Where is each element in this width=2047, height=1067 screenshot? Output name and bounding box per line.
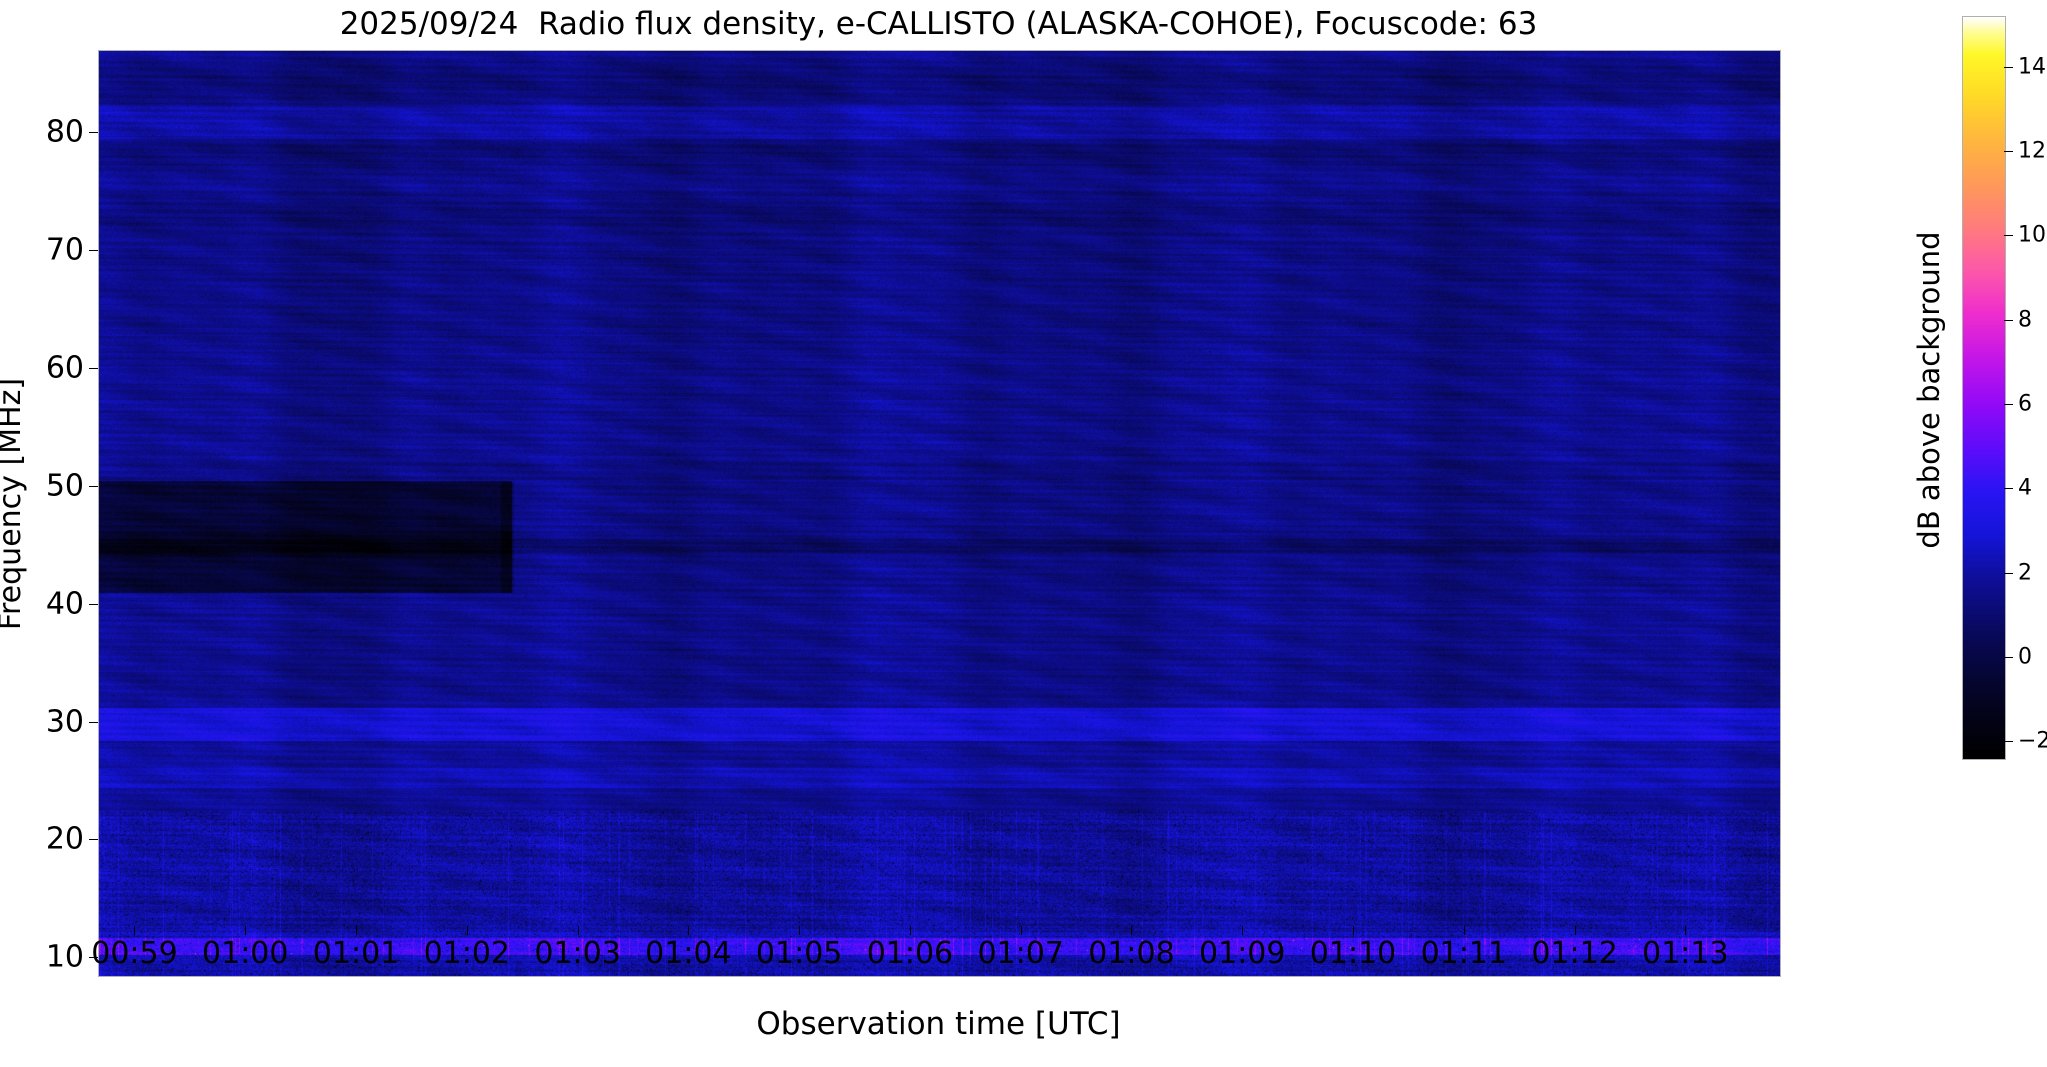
colorbar-tick-mark (2004, 150, 2013, 152)
x-tick-mark (1020, 926, 1022, 935)
y-tick-label: 70 (45, 232, 84, 268)
x-tick-mark (799, 926, 801, 935)
y-tick-label: 60 (45, 350, 84, 386)
x-tick-mark (1242, 926, 1244, 935)
x-tick-label: 01:07 (977, 936, 1064, 971)
x-tick-mark (1131, 926, 1133, 935)
x-tick-mark (466, 926, 468, 935)
colorbar-tick-mark (2004, 572, 2013, 574)
x-tick-label: 00:59 (91, 936, 178, 971)
page-title: 2025/09/24 Radio flux density, e-CALLIST… (339, 6, 1538, 42)
y-tick-mark (89, 839, 98, 841)
x-tick-label: 01:02 (423, 936, 511, 971)
colorbar-tick-mark (2004, 66, 2013, 68)
colorbar-tick-label: 0 (2018, 644, 2032, 670)
colorbar-tick-label: 6 (2018, 391, 2032, 417)
x-tick-label: 01:10 (1309, 936, 1397, 971)
x-tick-label: 01:13 (1642, 936, 1729, 971)
colorbar-tick-mark (2004, 741, 2013, 743)
x-tick-label: 01:05 (755, 936, 843, 971)
x-tick-mark (356, 926, 358, 935)
colorbar-tick-mark (2004, 488, 2013, 490)
x-tick-mark (245, 926, 247, 935)
y-tick-label: 50 (45, 468, 84, 504)
y-tick-mark (89, 721, 98, 723)
colorbar-tick-label: 10 (2018, 222, 2046, 248)
y-tick-label: 10 (45, 939, 84, 975)
x-tick-mark (1574, 926, 1576, 935)
x-tick-mark (1353, 926, 1355, 935)
colorbar-label: dB above background (1912, 231, 1946, 549)
y-tick-label: 80 (45, 114, 84, 150)
x-tick-mark (1685, 926, 1687, 935)
y-tick-mark (89, 957, 98, 959)
x-tick-label: 01:03 (534, 936, 621, 971)
x-tick-label: 01:11 (1420, 936, 1508, 971)
spectrogram-axes[interactable] (98, 50, 1781, 977)
x-tick-label: 01:09 (1199, 936, 1286, 971)
y-tick-label: 30 (45, 704, 84, 740)
x-tick-label: 01:00 (202, 936, 289, 971)
x-tick-mark (909, 926, 911, 935)
colorbar-gradient (1963, 17, 2005, 759)
colorbar-tick-label: 4 (2018, 475, 2032, 501)
colorbar-tick-label: 2 (2018, 560, 2032, 585)
x-tick-label: 01:01 (312, 936, 400, 971)
colorbar-tick-label: −2 (2018, 728, 2047, 754)
y-tick-mark (89, 250, 98, 252)
x-tick-label: 01:04 (645, 936, 732, 971)
spectrogram-image (99, 51, 1780, 976)
colorbar-tick-mark (2004, 235, 2013, 237)
x-axis-label: Observation time [UTC] (756, 1006, 1121, 1042)
y-tick-mark (89, 603, 98, 605)
x-tick-label: 01:12 (1531, 936, 1618, 971)
x-tick-mark (688, 926, 690, 935)
y-tick-mark (89, 132, 98, 134)
colorbar-tick-label: 8 (2018, 307, 2032, 333)
y-tick-mark (89, 485, 98, 487)
colorbar-tick-mark (2004, 656, 2013, 658)
colorbar-tick-label: 12 (2018, 138, 2046, 164)
y-tick-mark (89, 368, 98, 370)
x-tick-mark (1463, 926, 1465, 935)
colorbar[interactable] (1962, 16, 2006, 760)
colorbar-tick-mark (2004, 403, 2013, 405)
x-tick-mark (577, 926, 579, 935)
colorbar-tick-label: 14 (2018, 54, 2046, 80)
y-tick-label: 20 (45, 821, 84, 857)
x-tick-label: 01:08 (1088, 936, 1175, 971)
x-tick-label: 01:06 (866, 936, 954, 971)
colorbar-tick-mark (2004, 319, 2013, 321)
x-tick-mark (134, 926, 136, 935)
y-tick-label: 40 (45, 586, 84, 622)
